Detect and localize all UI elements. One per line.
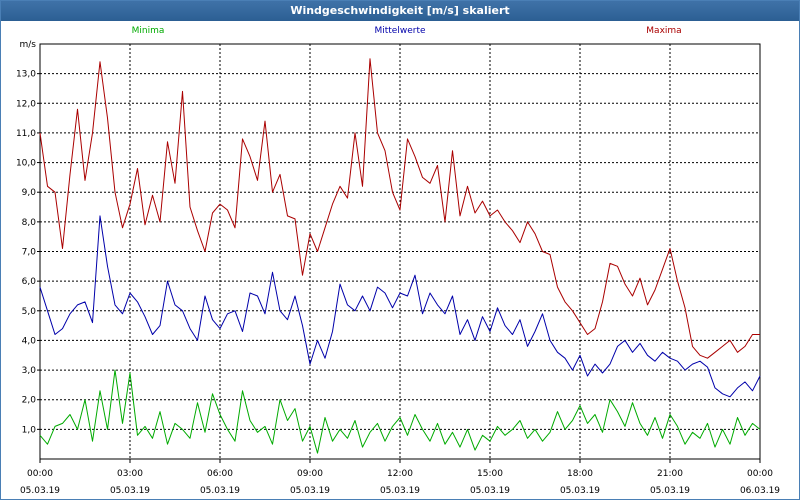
window-title: Windgeschwindigkeit [m/s] skaliert	[1, 1, 799, 21]
series-line-minima	[39, 369, 761, 454]
legend-maxima: Maxima	[646, 26, 681, 36]
y-tick-label: 11,0	[16, 129, 36, 139]
x-tick-time: 15:00	[477, 469, 503, 479]
y-tick-label: 5,0	[22, 307, 37, 317]
x-tick-date: 05.03.19	[110, 486, 150, 496]
x-tick-date: 05.03.19	[20, 486, 60, 496]
y-tick-label: 12,0	[16, 99, 36, 109]
x-tick-time: 00:00	[27, 469, 53, 479]
x-tick-time: 00:00	[747, 469, 773, 479]
x-tick-date: 05.03.19	[650, 486, 690, 496]
x-tick-date: 05.03.19	[380, 486, 420, 496]
y-tick-label: 6,0	[22, 277, 37, 287]
y-tick-label: 3,0	[22, 366, 37, 376]
x-tick-time: 12:00	[387, 469, 413, 479]
axes: 1,0 2,0 3,0 4,0 5,0 6,0 7,0 8,0 9,0 10,0 11,0 12,0 1…	[16, 40, 780, 496]
x-tick-time: 21:00	[657, 469, 683, 479]
series-line-mittelwerte	[39, 215, 761, 398]
x-tick-date: 06.03.19	[740, 486, 780, 496]
y-tick-label: 13,0	[16, 70, 36, 80]
legend-minima: Minima	[132, 26, 165, 36]
y-tick-label: 2,0	[22, 396, 37, 406]
y-tick-label: 4,0	[22, 336, 37, 346]
y-tick-label: 8,0	[22, 218, 37, 228]
y-axis-label: m/s	[20, 40, 37, 50]
series-line-maxima	[39, 58, 760, 359]
x-tick-date: 05.03.19	[290, 486, 330, 496]
x-tick-date: 05.03.19	[200, 486, 240, 496]
grid-lines	[40, 44, 760, 459]
y-tick-label: 1,0	[22, 425, 37, 435]
x-tick-date: 05.03.19	[560, 486, 600, 496]
legend-mittelwerte: Mittelwerte	[374, 26, 425, 36]
x-tick-time: 09:00	[297, 469, 323, 479]
x-tick-time: 03:00	[117, 469, 143, 479]
x-tick-time: 06:00	[207, 469, 233, 479]
y-tick-label: 9,0	[22, 188, 37, 198]
x-tick-time: 18:00	[567, 469, 593, 479]
x-tick-date: 05.03.19	[470, 486, 510, 496]
series-lines	[39, 58, 761, 454]
y-tick-label: 10,0	[16, 159, 36, 169]
legend: Minima Mittelwerte Maxima	[132, 26, 682, 36]
y-tick-label: 7,0	[22, 248, 37, 258]
